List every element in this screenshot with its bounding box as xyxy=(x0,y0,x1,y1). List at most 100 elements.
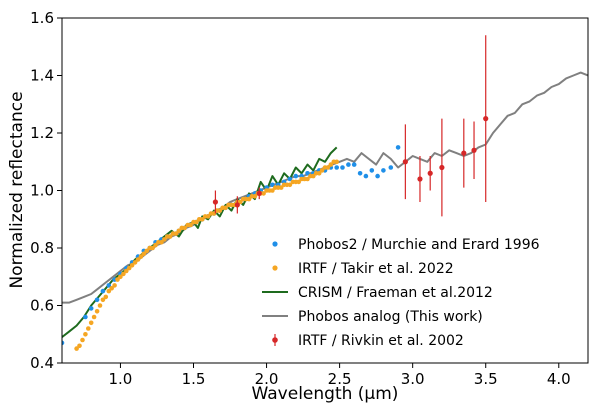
data-point xyxy=(126,265,132,271)
legend-swatch xyxy=(272,265,278,271)
data-point xyxy=(135,257,141,262)
data-point xyxy=(103,294,109,300)
data-point xyxy=(94,309,100,314)
data-point xyxy=(319,168,325,173)
y-tick-label: 0.6 xyxy=(30,297,54,315)
x-tick-label: 3.0 xyxy=(401,370,425,388)
data-point xyxy=(80,337,85,343)
data-point xyxy=(62,340,65,346)
data-point xyxy=(346,162,351,167)
data-point xyxy=(256,190,262,196)
data-point xyxy=(194,219,199,225)
data-point xyxy=(112,283,117,288)
data-point xyxy=(83,314,88,320)
data-point xyxy=(305,171,310,176)
y-tick-label: 0.8 xyxy=(30,239,54,257)
data-point xyxy=(88,306,94,311)
data-point xyxy=(182,225,187,231)
data-point xyxy=(115,277,120,282)
legend-item: Phobos2 / Murchie and Erard 1996 xyxy=(272,237,540,253)
data-point xyxy=(217,208,223,213)
legend-item: IRTF / Takir et al. 2022 xyxy=(272,261,454,277)
data-point xyxy=(287,176,293,182)
x-tick-label: 1.0 xyxy=(109,370,133,388)
data-point xyxy=(328,162,334,167)
data-point xyxy=(100,297,106,303)
legend-label: IRTF / Rivkin et al. 2002 xyxy=(298,333,464,349)
data-point xyxy=(369,168,375,173)
data-point xyxy=(296,179,302,185)
data-point xyxy=(129,263,135,268)
data-point xyxy=(261,191,266,196)
data-point xyxy=(305,176,310,182)
data-point xyxy=(395,145,401,150)
data-point xyxy=(223,205,228,211)
data-point xyxy=(471,147,477,153)
data-point xyxy=(167,234,173,239)
data-point xyxy=(124,268,129,274)
legend-item: IRTF / Rivkin et al. 2002 xyxy=(272,333,464,349)
data-point xyxy=(86,326,91,331)
data-point xyxy=(351,162,357,167)
data-point xyxy=(439,164,445,171)
data-point xyxy=(173,231,179,236)
x-tick-label: 2.5 xyxy=(328,370,352,388)
data-point xyxy=(162,237,167,242)
data-point xyxy=(340,165,345,170)
y-tick-label: 1.2 xyxy=(30,124,54,142)
data-point xyxy=(176,228,182,234)
data-point xyxy=(325,165,331,170)
data-point xyxy=(375,173,380,179)
series-4 xyxy=(212,35,489,217)
x-tick-label: 4.0 xyxy=(547,370,571,388)
data-point xyxy=(121,271,126,277)
x-axis: 1.0 1.5 2.0 2.5 3.0 3.5 4.0 xyxy=(109,363,571,388)
data-point xyxy=(417,176,423,182)
series-1 xyxy=(74,159,340,351)
data-point xyxy=(144,248,149,254)
data-point xyxy=(388,165,394,170)
x-tick-label: 2.0 xyxy=(255,370,279,388)
x-tick-label: 1.5 xyxy=(182,370,206,388)
data-point xyxy=(461,150,467,156)
legend-label: Phobos analog (This work) xyxy=(298,309,483,325)
legend-swatch xyxy=(272,241,278,247)
data-point xyxy=(188,222,193,228)
data-point xyxy=(334,159,340,165)
data-point xyxy=(205,214,211,219)
y-axis: 0.4 0.6 0.8 1.0 1.2 1.4 1.6 xyxy=(30,9,62,372)
data-point xyxy=(132,260,138,265)
data-point xyxy=(106,283,112,288)
data-point xyxy=(357,171,363,176)
y-tick-label: 1.0 xyxy=(30,182,54,200)
data-point xyxy=(153,242,158,248)
data-point xyxy=(278,185,284,190)
y-tick-label: 1.4 xyxy=(30,67,54,85)
data-point xyxy=(316,171,322,176)
data-point xyxy=(138,254,144,259)
data-point xyxy=(77,343,82,349)
data-point xyxy=(159,240,164,245)
data-point xyxy=(97,303,103,308)
data-point xyxy=(94,297,100,303)
data-point xyxy=(100,288,106,294)
data-point xyxy=(334,165,340,170)
legend-label: CRISM / Fraeman et al.2012 xyxy=(298,285,493,301)
data-point xyxy=(293,173,299,179)
data-point xyxy=(252,194,258,199)
data-point xyxy=(311,173,316,179)
legend: Phobos2 / Murchie and Erard 1996 IRTF / T… xyxy=(262,237,540,349)
data-point xyxy=(212,199,219,205)
data-point xyxy=(83,332,88,337)
legend-label: Phobos2 / Murchie and Erard 1996 xyxy=(298,237,540,253)
legend-item: CRISM / Fraeman et al.2012 xyxy=(262,285,493,301)
data-point xyxy=(363,173,369,179)
data-point xyxy=(234,202,240,208)
data-point xyxy=(118,274,123,280)
data-point xyxy=(74,346,79,351)
series-layer xyxy=(62,35,588,351)
x-tick-label: 3.5 xyxy=(474,370,498,388)
data-point xyxy=(270,182,275,188)
data-point xyxy=(270,188,275,193)
